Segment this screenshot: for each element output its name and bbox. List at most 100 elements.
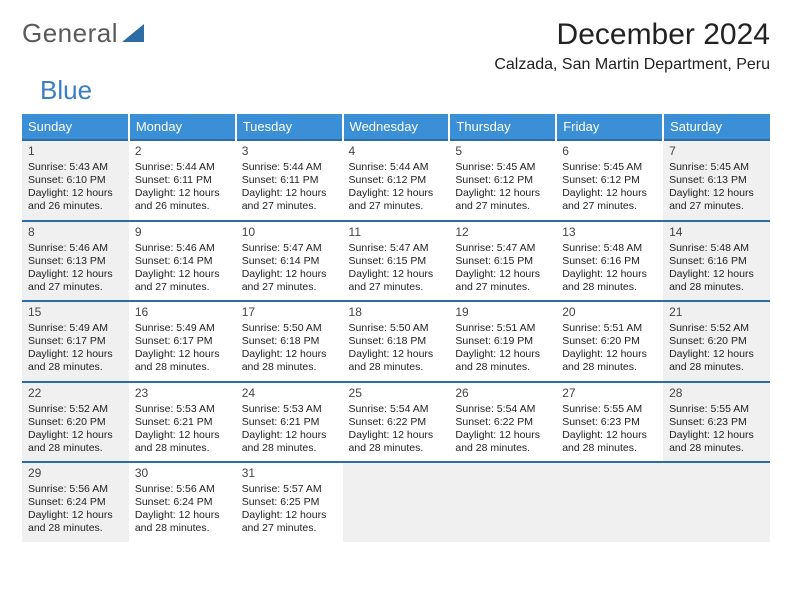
calendar-day-cell: 24Sunrise: 5:53 AMSunset: 6:21 PMDayligh…: [236, 382, 343, 463]
sunrise-line: Sunrise: 5:56 AM: [135, 483, 232, 496]
sunset-line: Sunset: 6:23 PM: [562, 416, 659, 429]
calendar-day-cell: [663, 462, 770, 542]
sunset-line: Sunset: 6:11 PM: [242, 174, 339, 187]
calendar-day-cell: 15Sunrise: 5:49 AMSunset: 6:17 PMDayligh…: [22, 301, 129, 382]
daylight-line: Daylight: 12 hours and 28 minutes.: [669, 429, 766, 455]
weekday-header: Monday: [129, 114, 236, 140]
day-number: 13: [562, 225, 659, 240]
daylight-line: Daylight: 12 hours and 27 minutes.: [242, 268, 339, 294]
sunset-line: Sunset: 6:16 PM: [669, 255, 766, 268]
day-number: 10: [242, 225, 339, 240]
calendar-day-cell: 29Sunrise: 5:56 AMSunset: 6:24 PMDayligh…: [22, 462, 129, 542]
day-number: 29: [28, 466, 125, 481]
sunrise-line: Sunrise: 5:44 AM: [349, 161, 446, 174]
day-number: 19: [455, 305, 552, 320]
calendar-day-cell: 4Sunrise: 5:44 AMSunset: 6:12 PMDaylight…: [343, 140, 450, 221]
day-number: 6: [562, 144, 659, 159]
sunset-line: Sunset: 6:15 PM: [349, 255, 446, 268]
day-number: 21: [669, 305, 766, 320]
sunrise-line: Sunrise: 5:47 AM: [242, 242, 339, 255]
sunset-line: Sunset: 6:25 PM: [242, 496, 339, 509]
sunset-line: Sunset: 6:18 PM: [349, 335, 446, 348]
day-number: 24: [242, 386, 339, 401]
daylight-line: Daylight: 12 hours and 28 minutes.: [349, 429, 446, 455]
sunset-line: Sunset: 6:18 PM: [242, 335, 339, 348]
calendar-day-cell: 9Sunrise: 5:46 AMSunset: 6:14 PMDaylight…: [129, 221, 236, 302]
day-number: 3: [242, 144, 339, 159]
day-number: 1: [28, 144, 125, 159]
daylight-line: Daylight: 12 hours and 26 minutes.: [28, 187, 125, 213]
calendar-day-cell: 11Sunrise: 5:47 AMSunset: 6:15 PMDayligh…: [343, 221, 450, 302]
sunset-line: Sunset: 6:24 PM: [28, 496, 125, 509]
sunset-line: Sunset: 6:14 PM: [242, 255, 339, 268]
calendar-day-cell: 14 Sunrise: 5:48 AMSunset: 6:16 PMDayligh…: [663, 221, 770, 302]
sunset-line: Sunset: 6:19 PM: [455, 335, 552, 348]
daylight-line: Daylight: 12 hours and 28 minutes.: [28, 348, 125, 374]
day-number: 17: [242, 305, 339, 320]
sunrise-line: Sunrise: 5:45 AM: [562, 161, 659, 174]
day-number: 23: [135, 386, 232, 401]
daylight-line: Daylight: 12 hours and 28 minutes.: [562, 268, 659, 294]
sunrise-line: Sunrise: 5:43 AM: [28, 161, 125, 174]
calendar-day-cell: 2Sunrise: 5:44 AMSunset: 6:11 PMDaylight…: [129, 140, 236, 221]
daylight-line: Daylight: 12 hours and 28 minutes.: [669, 348, 766, 374]
calendar-day-cell: 5Sunrise: 5:45 AMSunset: 6:12 PMDaylight…: [449, 140, 556, 221]
daylight-line: Daylight: 12 hours and 28 minutes.: [455, 429, 552, 455]
sunset-line: Sunset: 6:11 PM: [135, 174, 232, 187]
daylight-line: Daylight: 12 hours and 27 minutes.: [135, 268, 232, 294]
day-number: 31: [242, 466, 339, 481]
daylight-line: Daylight: 12 hours and 28 minutes.: [135, 509, 232, 535]
calendar-week-row: 1Sunrise: 5:43 AMSunset: 6:10 PMDaylight…: [22, 140, 770, 221]
daylight-line: Daylight: 12 hours and 28 minutes.: [669, 268, 766, 294]
day-number: 9: [135, 225, 232, 240]
calendar-day-cell: 3Sunrise: 5:44 AMSunset: 6:11 PMDaylight…: [236, 140, 343, 221]
day-number: 25: [349, 386, 446, 401]
weekday-header: Tuesday: [236, 114, 343, 140]
sunrise-line: Sunrise: 5:48 AM: [669, 242, 766, 255]
day-number: 16: [135, 305, 232, 320]
daylight-line: Daylight: 12 hours and 27 minutes.: [669, 187, 766, 213]
daylight-line: Daylight: 12 hours and 28 minutes.: [455, 348, 552, 374]
day-number: 4: [349, 144, 446, 159]
daylight-line: Daylight: 12 hours and 28 minutes.: [135, 348, 232, 374]
calendar-day-cell: 25 Sunrise: 5:54 AMSunset: 6:22 PMDayligh…: [343, 382, 450, 463]
sunset-line: Sunset: 6:22 PM: [349, 416, 446, 429]
sunrise-line: Sunrise: 5:54 AM: [349, 403, 446, 416]
sunrise-line: Sunrise: 5:53 AM: [135, 403, 232, 416]
sunrise-line: Sunrise: 5:46 AM: [135, 242, 232, 255]
day-number: 7: [669, 144, 766, 159]
sunset-line: Sunset: 6:24 PM: [135, 496, 232, 509]
sunset-line: Sunset: 6:20 PM: [562, 335, 659, 348]
calendar-day-cell: [449, 462, 556, 542]
calendar-day-cell: [556, 462, 663, 542]
daylight-line: Daylight: 12 hours and 28 minutes.: [135, 429, 232, 455]
calendar-day-cell: 26Sunrise: 5:54 AMSunset: 6:22 PMDayligh…: [449, 382, 556, 463]
sunrise-line: Sunrise: 5:50 AM: [242, 322, 339, 335]
sunrise-line: Sunrise: 5:56 AM: [28, 483, 125, 496]
calendar-day-cell: 13Sunrise: 5:48 AMSunset: 6:16 PMDayligh…: [556, 221, 663, 302]
daylight-line: Daylight: 12 hours and 28 minutes.: [349, 348, 446, 374]
daylight-line: Daylight: 12 hours and 27 minutes.: [349, 268, 446, 294]
day-number: 14: [669, 225, 766, 240]
day-number: 28: [669, 386, 766, 401]
sunrise-line: Sunrise: 5:47 AM: [349, 242, 446, 255]
daylight-line: Daylight: 12 hours and 28 minutes.: [242, 348, 339, 374]
day-number: 30: [135, 466, 232, 481]
day-number: 27: [562, 386, 659, 401]
day-number: 18: [349, 305, 446, 320]
weekday-header: Sunday: [22, 114, 129, 140]
calendar-day-cell: 10 Sunrise: 5:47 AMSunset: 6:14 PMDayligh…: [236, 221, 343, 302]
sunrise-line: Sunrise: 5:55 AM: [562, 403, 659, 416]
day-number: 8: [28, 225, 125, 240]
daylight-line: Daylight: 12 hours and 28 minutes.: [242, 429, 339, 455]
day-number: 5: [455, 144, 552, 159]
daylight-line: Daylight: 12 hours and 28 minutes.: [562, 429, 659, 455]
sunrise-line: Sunrise: 5:57 AM: [242, 483, 339, 496]
calendar-day-cell: 18Sunrise: 5:50 AMSunset: 6:18 PMDayligh…: [343, 301, 450, 382]
daylight-line: Daylight: 12 hours and 27 minutes.: [455, 268, 552, 294]
logo: General: [22, 18, 144, 49]
calendar-day-cell: 23Sunrise: 5:53 AMSunset: 6:21 PMDayligh…: [129, 382, 236, 463]
logo-blue: Blue: [22, 75, 770, 106]
sunrise-line: Sunrise: 5:52 AM: [28, 403, 125, 416]
sunset-line: Sunset: 6:22 PM: [455, 416, 552, 429]
